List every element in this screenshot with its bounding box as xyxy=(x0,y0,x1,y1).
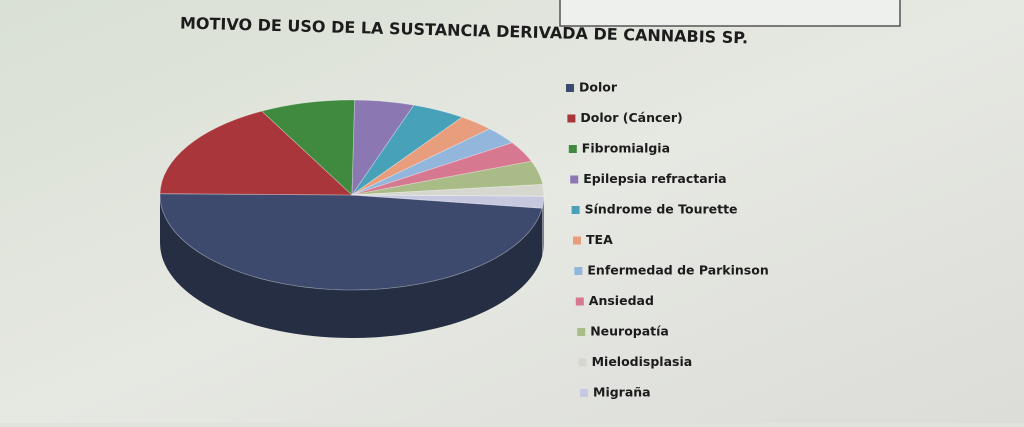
legend-swatch xyxy=(580,389,588,397)
legend-label: Dolor (Cáncer) xyxy=(580,110,682,125)
legend-label: Síndrome de Tourette xyxy=(585,202,738,217)
legend-label: Fibromialgia xyxy=(582,141,670,156)
legend-swatch xyxy=(576,298,584,306)
legend-label: Migraña xyxy=(593,385,651,400)
legend-swatch xyxy=(570,176,578,184)
window-edge xyxy=(560,0,900,26)
legend-label: Dolor xyxy=(579,80,618,95)
legend-label: Enfermedad de Parkinson xyxy=(587,263,768,278)
legend-swatch xyxy=(566,84,574,92)
legend-label: TEA xyxy=(586,232,613,247)
legend-swatch xyxy=(579,359,587,367)
legend-swatch xyxy=(573,237,581,245)
legend-label: Epilepsia refractaria xyxy=(583,171,726,186)
legend-swatch xyxy=(577,328,585,336)
legend-swatch xyxy=(569,145,577,153)
legend-swatch xyxy=(572,206,580,214)
legend-label: Neuropatía xyxy=(590,324,669,339)
legend-label: Ansiedad xyxy=(589,293,654,308)
legend-swatch xyxy=(567,115,575,123)
legend-swatch xyxy=(574,267,582,275)
legend-label: Mielodisplasia xyxy=(592,354,693,369)
pie xyxy=(160,100,544,338)
